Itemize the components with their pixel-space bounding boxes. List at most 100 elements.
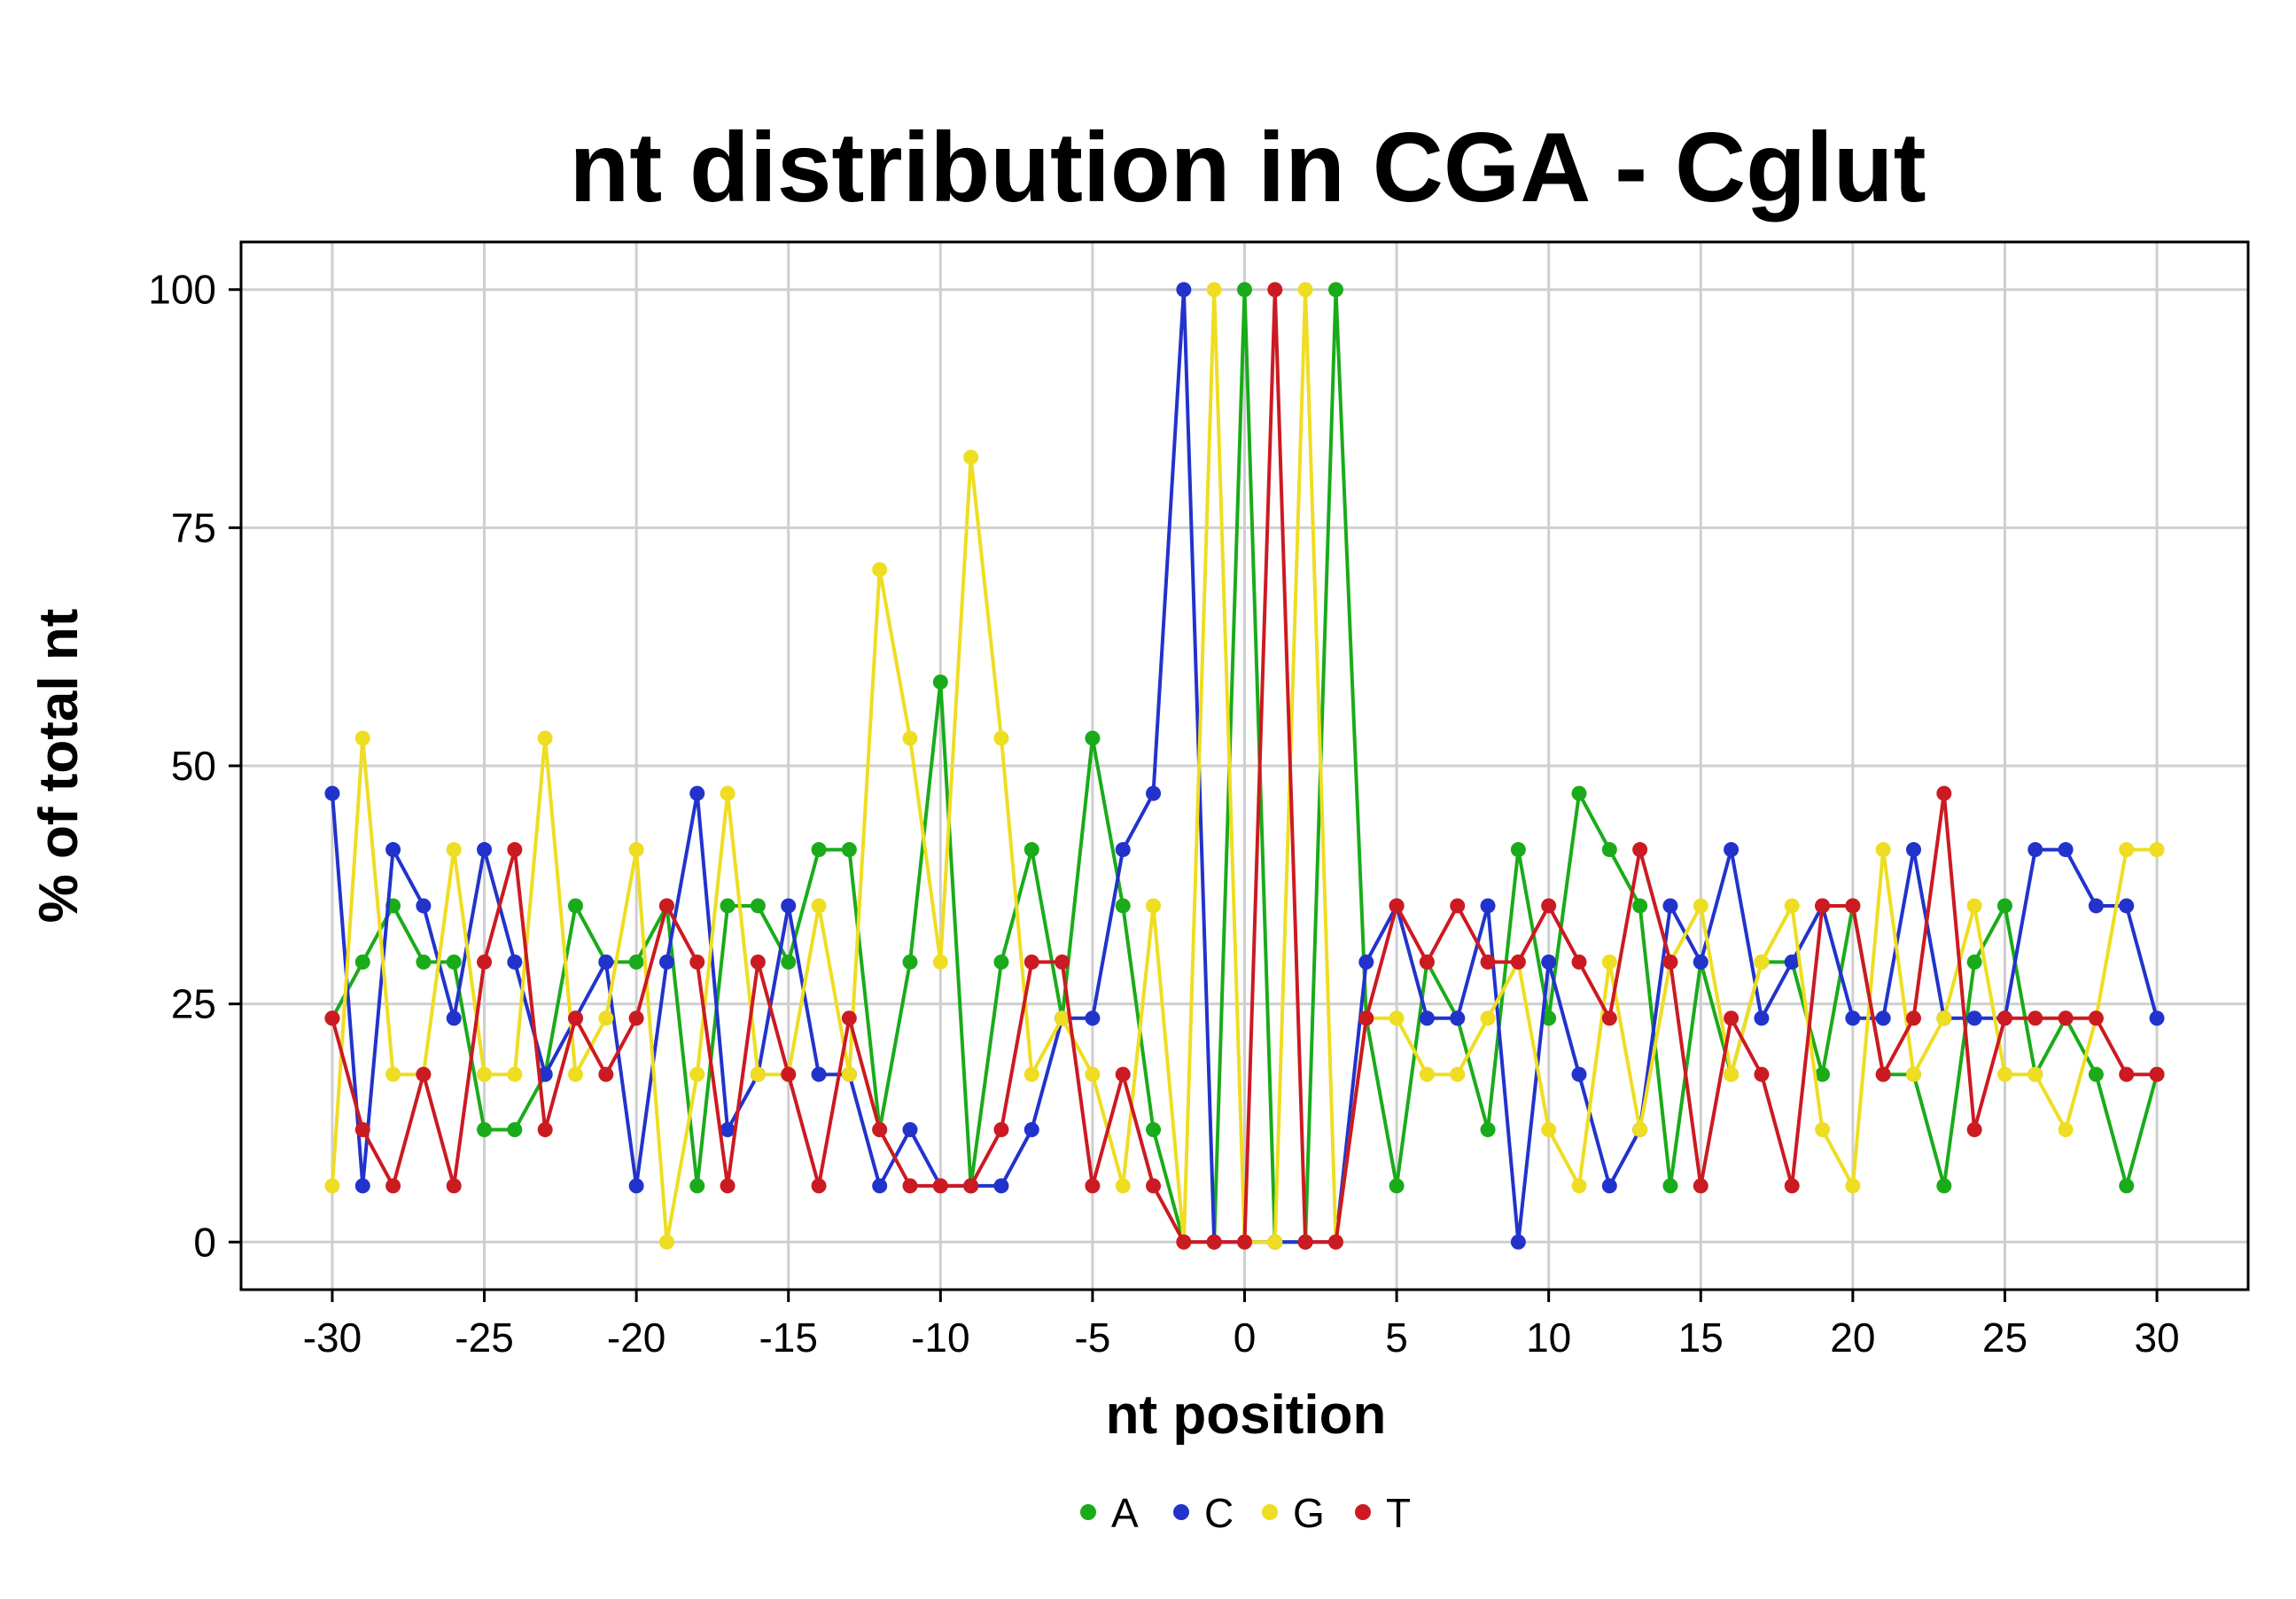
data-point-T <box>1875 1066 1891 1082</box>
legend-item-T: T <box>1355 1490 1411 1536</box>
data-point-T <box>1085 1178 1101 1194</box>
data-point-G <box>446 842 462 858</box>
data-point-C <box>2149 1010 2165 1026</box>
data-point-C <box>720 1121 735 1137</box>
data-point-C <box>1845 1010 1861 1026</box>
data-point-T <box>1176 1234 1192 1250</box>
x-tick-label: -25 <box>455 1314 513 1361</box>
data-point-T <box>1055 954 1070 970</box>
data-point-A <box>1146 1121 1162 1137</box>
data-point-A <box>477 1121 493 1137</box>
data-point-C <box>1541 954 1557 970</box>
legend-marker <box>1262 1504 1278 1520</box>
series-layer <box>324 282 2165 1250</box>
data-point-G <box>1571 1178 1587 1194</box>
data-point-A <box>1480 1121 1496 1137</box>
legend-marker <box>1173 1504 1189 1520</box>
x-tick-label: -15 <box>759 1314 817 1361</box>
x-tick-label: -20 <box>607 1314 665 1361</box>
data-point-A <box>507 1121 523 1137</box>
data-point-T <box>781 1066 797 1082</box>
data-point-T <box>1267 282 1283 298</box>
data-point-T <box>1966 1121 1982 1137</box>
data-point-T <box>2058 1010 2074 1026</box>
data-point-T <box>537 1121 553 1137</box>
data-point-T <box>1693 1178 1708 1194</box>
data-point-C <box>781 898 797 914</box>
data-point-C <box>1966 1010 1982 1026</box>
data-point-A <box>1571 785 1587 801</box>
data-point-A <box>689 1178 705 1194</box>
data-point-G <box>354 730 370 746</box>
legend-label: T <box>1386 1490 1411 1536</box>
data-point-G <box>628 842 644 858</box>
data-point-A <box>2119 1178 2135 1194</box>
data-point-T <box>1358 1010 1374 1026</box>
data-point-T <box>1541 898 1557 914</box>
data-point-T <box>1297 1234 1313 1250</box>
data-point-C <box>1784 954 1800 970</box>
data-point-T <box>1936 785 1952 801</box>
data-point-G <box>841 1066 857 1082</box>
data-point-C <box>507 954 523 970</box>
data-point-T <box>963 1178 979 1194</box>
data-point-T <box>1784 1178 1800 1194</box>
data-point-T <box>932 1178 948 1194</box>
data-point-G <box>324 1178 340 1194</box>
data-point-C <box>1906 842 1921 858</box>
data-point-T <box>750 954 766 970</box>
data-point-G <box>477 1066 493 1082</box>
x-tick-label: 25 <box>1982 1314 2027 1361</box>
data-point-T <box>1906 1010 1921 1026</box>
legend-label: G <box>1293 1490 1325 1536</box>
data-point-T <box>1996 1010 2012 1026</box>
data-point-T <box>841 1010 857 1026</box>
legend-marker <box>1355 1504 1371 1520</box>
data-point-T <box>2027 1010 2043 1026</box>
data-point-T <box>1815 898 1831 914</box>
data-point-G <box>507 1066 523 1082</box>
data-point-G <box>720 785 735 801</box>
data-point-C <box>1662 898 1678 914</box>
data-point-C <box>872 1178 888 1194</box>
data-point-G <box>1419 1066 1435 1082</box>
data-point-A <box>1632 898 1648 914</box>
data-point-C <box>1724 842 1740 858</box>
data-point-C <box>477 842 493 858</box>
data-point-C <box>1510 1234 1526 1250</box>
data-point-G <box>2149 842 2165 858</box>
data-point-T <box>1632 842 1648 858</box>
data-point-A <box>628 954 644 970</box>
data-point-T <box>1450 898 1466 914</box>
data-point-A <box>1541 1010 1557 1026</box>
data-point-T <box>1327 1234 1343 1250</box>
data-point-C <box>1571 1066 1587 1082</box>
data-point-G <box>811 898 827 914</box>
legend-item-G: G <box>1262 1490 1325 1536</box>
y-tick-label: 50 <box>171 743 216 789</box>
data-point-C <box>658 954 674 970</box>
y-tick-label: 25 <box>171 981 216 1027</box>
data-point-G <box>1632 1121 1648 1137</box>
data-point-G <box>1966 898 1982 914</box>
data-point-T <box>598 1066 614 1082</box>
data-point-G <box>689 1066 705 1082</box>
data-point-C <box>1358 954 1374 970</box>
data-point-A <box>1966 954 1982 970</box>
x-tick-label: -30 <box>303 1314 362 1361</box>
data-point-A <box>902 954 918 970</box>
data-point-C <box>1176 282 1192 298</box>
legend-item-A: A <box>1080 1490 1139 1536</box>
data-point-T <box>507 842 523 858</box>
data-point-G <box>1115 1178 1131 1194</box>
data-point-A <box>781 954 797 970</box>
data-point-A <box>1023 842 1039 858</box>
data-point-A <box>1936 1178 1952 1194</box>
data-point-A <box>1237 282 1252 298</box>
data-point-G <box>1297 282 1313 298</box>
data-point-G <box>902 730 918 746</box>
x-tick-label: 30 <box>2134 1314 2179 1361</box>
x-tick-label: -10 <box>911 1314 969 1361</box>
data-point-T <box>1571 954 1587 970</box>
